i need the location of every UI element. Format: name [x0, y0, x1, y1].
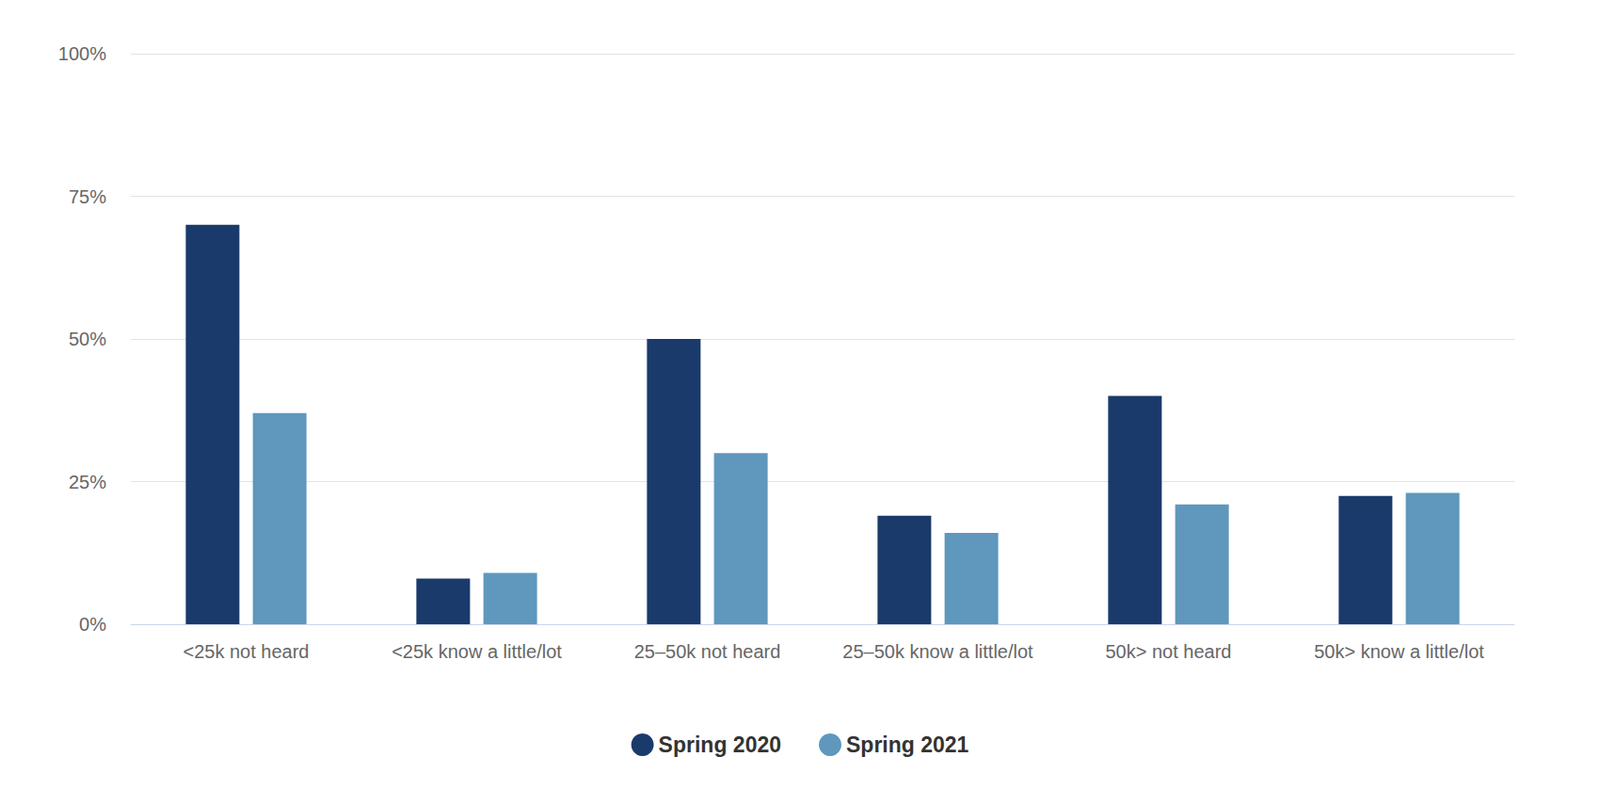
svg-text:<25k know a little/lot: <25k know a little/lot — [391, 640, 562, 662]
svg-text:50k> know a little/lot: 50k> know a little/lot — [1313, 640, 1485, 662]
svg-text:25–50k know a little/lot: 25–50k know a little/lot — [842, 640, 1034, 662]
svg-text:50%: 50% — [68, 328, 107, 350]
svg-text:Spring 2021: Spring 2021 — [846, 732, 970, 757]
svg-text:75%: 75% — [68, 186, 107, 208]
svg-text:Spring 2020: Spring 2020 — [658, 732, 782, 757]
svg-text:100%: 100% — [58, 43, 107, 64]
svg-text:0%: 0% — [79, 613, 107, 635]
svg-text:25%: 25% — [68, 471, 107, 493]
svg-text:<25k not heard: <25k not heard — [183, 640, 310, 662]
svg-text:50k> not heard: 50k> not heard — [1105, 640, 1232, 662]
svg-text:25–50k not heard: 25–50k not heard — [634, 640, 782, 662]
